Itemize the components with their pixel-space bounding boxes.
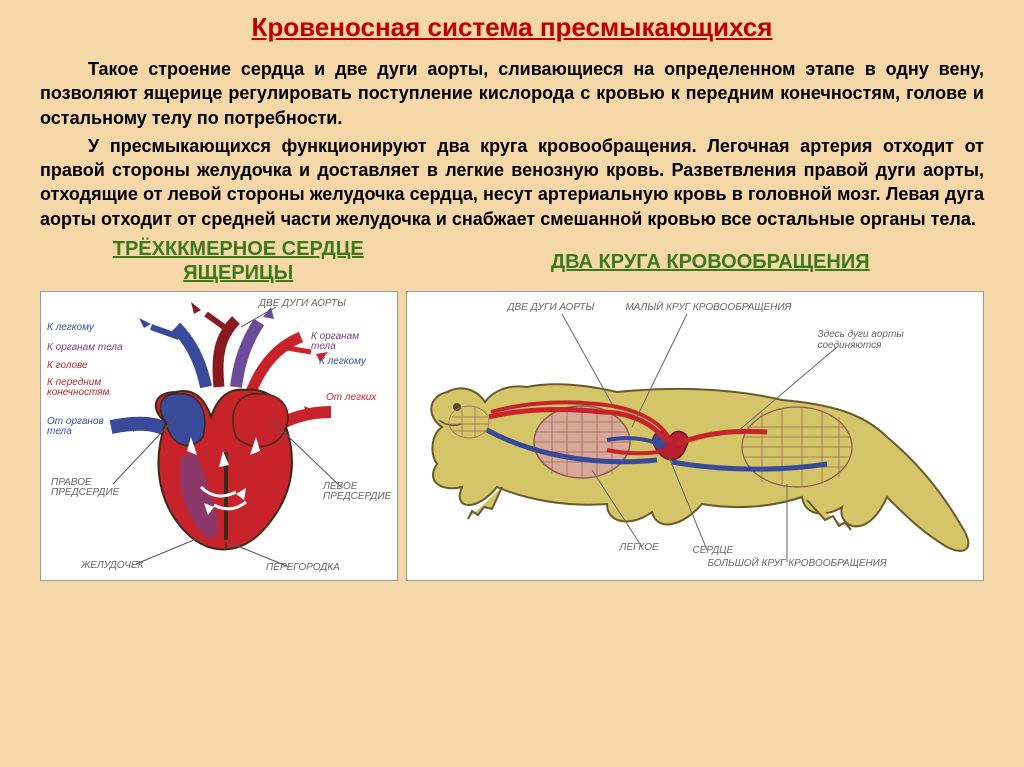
lbl-to-body: К органам тела <box>47 342 123 353</box>
lbl-septum: ПЕРЕГОРОДКА <box>266 562 340 573</box>
page-title: Кровеносная система пресмыкающихся <box>40 12 984 43</box>
lbl-from-lungs: От легких <box>326 392 376 403</box>
subheadings-row: ТРЁХККМЕРНОЕ СЕРДЦЕ ЯЩЕРИЦЫ ДВА КРУГА КР… <box>40 237 984 285</box>
lbl-to-lung-r: К легкому <box>319 356 366 367</box>
paragraph-1: Такое строение сердца и две дуги аорты, … <box>40 57 984 130</box>
lbl-right-atrium: ПРАВОЕ ПРЕДСЕРДИЕ <box>51 478 126 498</box>
lbl-to-forelimbs: К передним конечностям <box>47 378 117 398</box>
lbl-liz-lung: ЛЕГКОЕ <box>619 542 658 553</box>
lbl-two-arches: ДВЕ ДУГИ АОРТЫ <box>259 298 346 309</box>
lbl-liz-pulm: МАЛЫЙ КРУГ КРОВООБРАЩЕНИЯ <box>625 302 791 313</box>
circulation-subheading: ДВА КРУГА КРОВООБРАЩЕНИЯ <box>436 237 984 285</box>
lbl-liz-arches: ДВЕ ДУГИ АОРТЫ <box>507 302 594 313</box>
lbl-from-body: От органов тела <box>47 417 107 437</box>
lbl-to-body-r: К органам тела <box>311 332 381 352</box>
lbl-left-atrium: ЛЕВОЕ ПРЕДСЕРДИЕ <box>323 482 398 502</box>
lbl-ventricle: ЖЕЛУДОЧЕК <box>81 560 144 571</box>
heart-subheading-line1: ТРЁХККМЕРНОЕ СЕРДЦЕ <box>113 238 364 260</box>
diagrams-row: ДВЕ ДУГИ АОРТЫ К легкому К органам тела … <box>40 291 984 581</box>
lbl-liz-systemic: БОЛЬШОЙ КРУГ КРОВООБРАЩЕНИЯ <box>707 558 886 569</box>
lbl-liz-join: Здесь дуги аорты соединяются <box>817 330 937 351</box>
lbl-liz-heart: СЕРДЦЕ <box>692 545 733 556</box>
heart-diagram: ДВЕ ДУГИ АОРТЫ К легкому К органам тела … <box>40 291 398 581</box>
paragraph-2: У пресмыкающихся функционируют два круга… <box>40 134 984 231</box>
lbl-to-head: К голове <box>47 360 88 371</box>
heart-subheading-line2: ЯЩЕРИЦЫ <box>183 262 293 284</box>
lizard-diagram: ДВЕ ДУГИ АОРТЫ МАЛЫЙ КРУГ КРОВООБРАЩЕНИЯ… <box>406 291 984 581</box>
lbl-to-lung: К легкому <box>47 322 94 333</box>
heart-subheading: ТРЁХККМЕРНОЕ СЕРДЦЕ ЯЩЕРИЦЫ <box>40 237 436 285</box>
